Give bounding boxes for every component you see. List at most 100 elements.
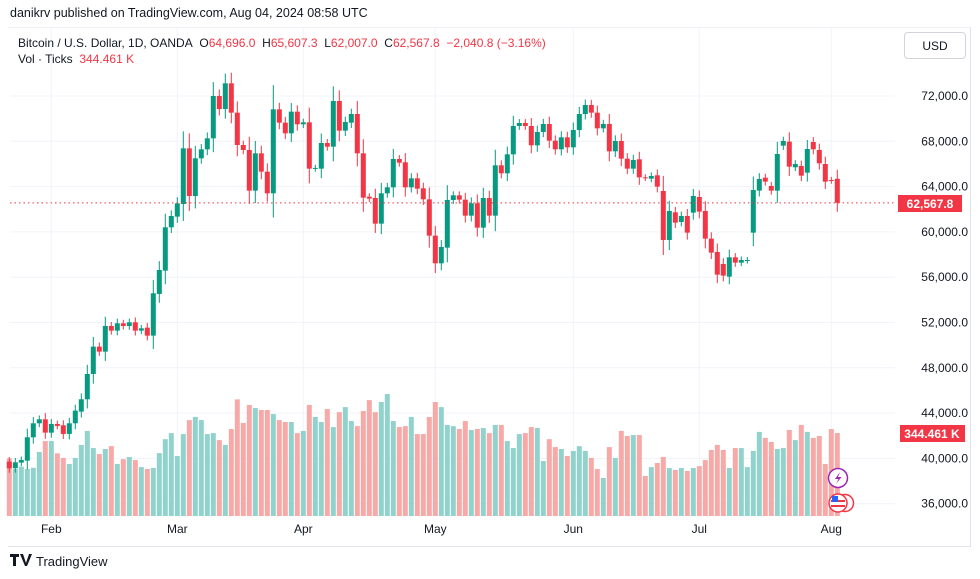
candle-body — [744, 259, 750, 261]
volume-bar — [510, 448, 516, 516]
candle-body — [498, 165, 504, 174]
candle-body — [528, 125, 534, 146]
volume-bar — [18, 466, 24, 516]
time-tick-label: Apr — [294, 522, 313, 536]
candle-body — [180, 148, 186, 204]
us-flag-event-icon[interactable] — [828, 493, 855, 513]
candle-body — [414, 178, 420, 189]
candle-body — [582, 104, 588, 114]
volume-value: 344.461 K — [79, 52, 135, 66]
volume-bar — [822, 463, 828, 516]
candle-body — [492, 165, 498, 216]
candle-body — [372, 197, 378, 224]
lightning-event-icon[interactable] — [827, 467, 849, 489]
currency-button[interactable]: USD — [904, 32, 966, 59]
candle-body — [198, 149, 204, 159]
volume-badge: 344.461 K — [900, 425, 965, 442]
volume-bar — [630, 435, 636, 516]
close-label: C — [384, 36, 393, 50]
candle-body — [174, 203, 180, 217]
candle-body — [300, 122, 306, 125]
candle-body — [468, 203, 474, 216]
candle-body — [432, 235, 438, 264]
volume-bar — [468, 429, 474, 516]
candle-body — [186, 148, 192, 196]
volume-bar — [726, 468, 732, 516]
volume-bar — [648, 467, 654, 516]
symbol-name[interactable]: Bitcoin / U.S. Dollar, 1D, OANDA — [18, 36, 193, 50]
candle-body — [318, 142, 324, 169]
volume-bar — [396, 427, 402, 516]
brand-name[interactable]: TradingView — [36, 553, 108, 569]
volume-bar — [438, 407, 444, 516]
volume-bar — [366, 400, 372, 516]
candle-body — [90, 346, 96, 374]
volume-bar — [672, 469, 678, 516]
volume-bar — [228, 429, 234, 516]
candle-body — [816, 149, 822, 164]
candle-body — [132, 322, 138, 331]
candle-body — [672, 212, 678, 223]
candle-body — [612, 140, 618, 152]
candle-body — [24, 437, 30, 461]
volume-bar — [150, 468, 156, 516]
volume-bar — [570, 450, 576, 516]
volume-bar — [246, 404, 252, 516]
volume-bar — [348, 421, 354, 516]
price-tick-label: 72,000.0 — [921, 89, 968, 103]
volume-bar — [126, 456, 132, 516]
volume-bar — [684, 470, 690, 516]
volume-bar — [588, 457, 594, 516]
volume-bar — [78, 444, 84, 516]
volume-bar — [450, 426, 456, 516]
volume-bar — [456, 429, 462, 516]
volume-label[interactable]: Vol · Ticks — [18, 52, 73, 66]
volume-bar — [642, 476, 648, 516]
volume-bar — [372, 412, 378, 516]
candle-body — [636, 159, 642, 178]
volume-bar — [774, 449, 780, 516]
time-axis: Feb Mar Apr May Jun Jul Aug — [41, 522, 842, 536]
candle-body — [36, 419, 42, 424]
time-tick-label: Jul — [692, 522, 707, 536]
price-badge-bg — [898, 195, 962, 212]
volume-bar — [120, 459, 126, 516]
volume-bar — [696, 466, 702, 516]
candle-body — [360, 153, 366, 198]
candle-body — [276, 109, 282, 123]
volume-bar — [222, 444, 228, 516]
volume-bar — [294, 433, 300, 516]
price-tick-label: 40,000.0 — [921, 451, 968, 465]
volume-bar — [306, 404, 312, 516]
candle-body — [828, 179, 834, 181]
candle-body — [30, 423, 36, 438]
volume-bar — [714, 444, 720, 516]
volume-bar — [690, 468, 696, 516]
volume-bar — [270, 414, 276, 516]
volume-bar — [420, 434, 426, 516]
volume-bar — [744, 467, 750, 516]
volume-bar — [414, 434, 420, 516]
candle-body — [96, 346, 102, 352]
candle-body — [534, 131, 540, 146]
candle-body — [222, 83, 228, 109]
candle-body — [774, 153, 780, 191]
candle-body — [648, 175, 654, 179]
tradingview-logo-icon[interactable] — [10, 553, 32, 569]
candle-body — [114, 323, 120, 331]
candle-body — [606, 123, 612, 152]
volume-bar — [390, 421, 396, 516]
candle-body — [234, 112, 240, 145]
candle-body — [678, 215, 684, 222]
volume-bar — [504, 441, 510, 516]
candle-body — [18, 459, 24, 463]
candle-body — [696, 196, 702, 212]
candle-body — [558, 137, 564, 150]
footer: TradingView — [10, 553, 108, 569]
change-value: −2,040.8 (−3.16%) — [446, 36, 546, 50]
volume-bar — [780, 448, 786, 516]
candle-body — [342, 121, 348, 131]
candle-body — [420, 188, 426, 200]
volume-bar — [612, 457, 618, 516]
